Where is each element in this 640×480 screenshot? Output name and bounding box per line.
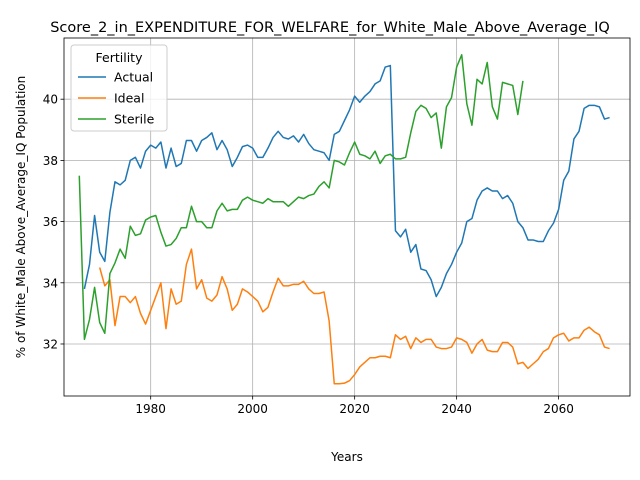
legend: Fertility Actual Ideal Sterile [70,44,168,132]
series-line-actual [83,64,610,298]
y-tick-label: 40 [43,93,58,107]
y-tick-label: 34 [43,276,58,290]
series-lines [78,54,610,385]
x-tick-label: 2000 [237,402,268,416]
legend-box [70,44,168,132]
x-axis-ticks: 1980 2000 2020 2040 2060 [135,396,574,416]
y-tick-label: 38 [43,154,58,168]
legend-title: Fertility [96,50,144,65]
y-tick-label: 36 [43,215,58,229]
x-tick-label: 2020 [339,402,370,416]
chart-title: Score_2_in_EXPENDITURE_FOR_WELFARE_for_W… [50,20,610,36]
legend-items: Actual Ideal Sterile [78,70,155,127]
y-tick-label: 32 [43,337,58,351]
legend-label-actual: Actual [114,70,153,85]
plot-frame [63,37,631,397]
x-tick-label: 2060 [543,402,574,416]
x-axis-label: Years [330,450,363,464]
series-line-sterile [78,54,524,341]
x-tick-label: 1980 [135,402,166,416]
y-axis-ticks: 32 34 36 38 40 [43,93,64,351]
series-line-ideal [98,248,610,385]
y-axis-label: % of White_Male Above_Average_IQ Populat… [14,76,28,359]
legend-label-sterile: Sterile [114,112,155,127]
x-tick-label: 2040 [441,402,472,416]
legend-label-ideal: Ideal [114,91,144,106]
